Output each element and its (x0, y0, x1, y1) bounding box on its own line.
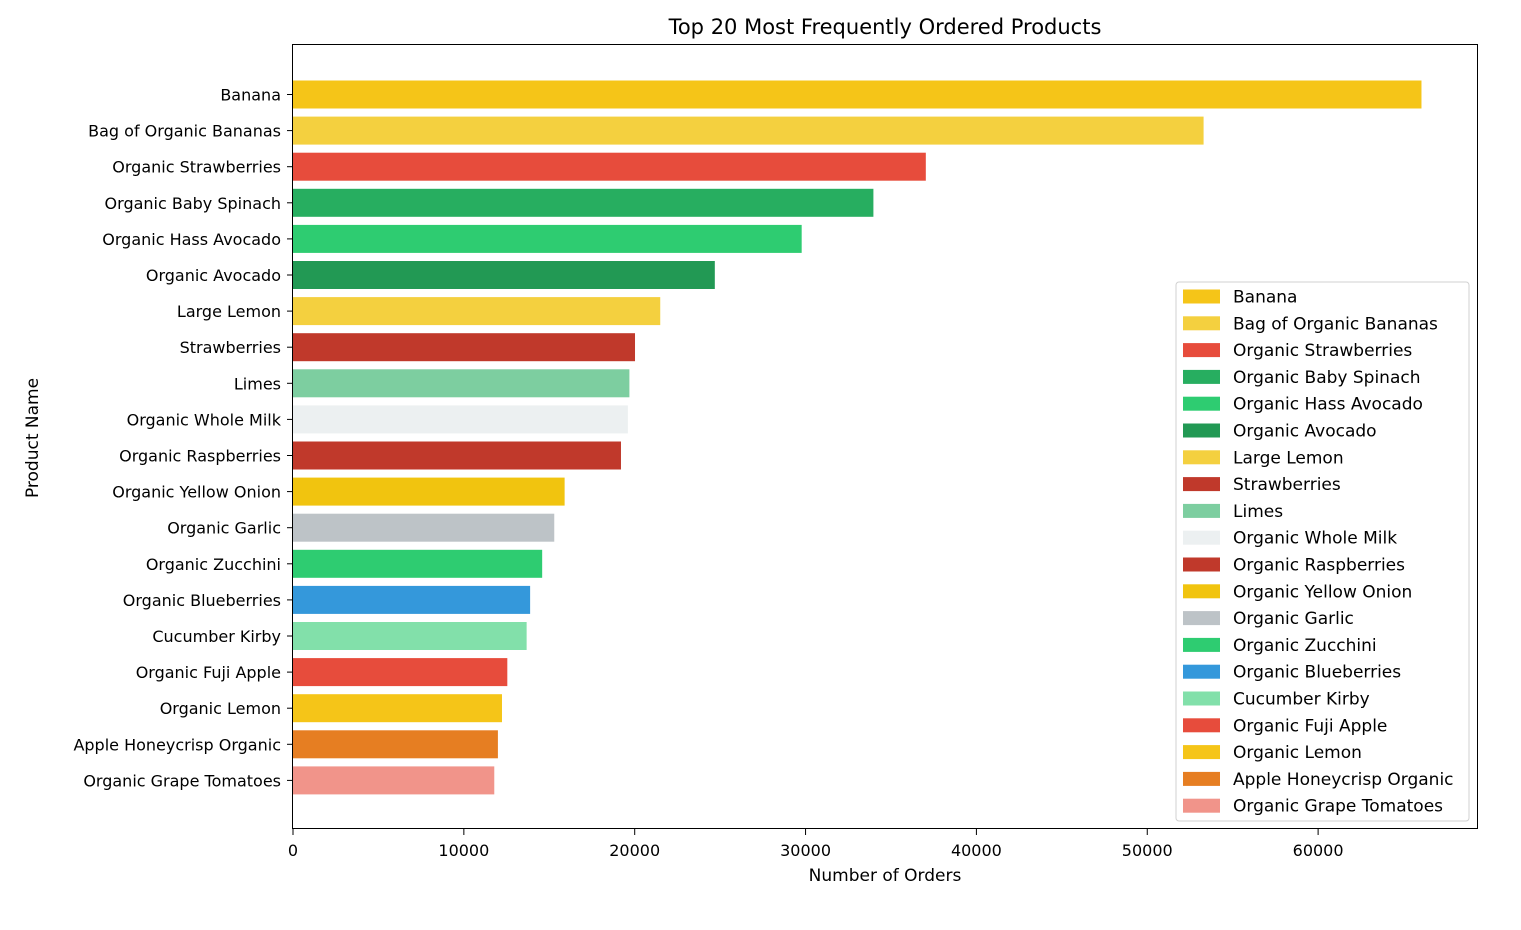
legend-entry: Organic Avocado (1233, 422, 1377, 442)
legend-entry: Organic Grape Tomatoes (1233, 797, 1443, 817)
legend-entry: Limes (1233, 502, 1283, 522)
bar (293, 152, 926, 181)
y-tick-label: Organic Whole Milk (127, 410, 282, 429)
legend-entry: Organic Yellow Onion (1233, 582, 1412, 602)
y-tick-label: Organic Grape Tomatoes (83, 771, 281, 790)
legend-entry: Organic Hass Avocado (1233, 395, 1423, 415)
x-tick-label: 40000 (951, 841, 1002, 860)
bar (293, 549, 543, 578)
legend-entry: Organic Whole Milk (1233, 529, 1397, 549)
legend-entry: Apple Honeycrisp Organic (1233, 770, 1454, 790)
legend-swatch (1183, 664, 1220, 679)
x-tick-label: 50000 (1122, 841, 1173, 860)
y-tick-label: Organic Raspberries (119, 447, 281, 466)
legend-entry: Large Lemon (1233, 448, 1344, 468)
bar (293, 369, 630, 398)
legend-swatch (1183, 450, 1220, 465)
legend-entry: Cucumber Kirby (1233, 690, 1370, 710)
x-axis-label: Number of Orders (809, 866, 962, 886)
bars-group (293, 80, 1422, 795)
bar (293, 116, 1204, 145)
legend-swatch (1183, 771, 1220, 786)
bar (293, 261, 715, 289)
x-tick-label: 30000 (780, 841, 831, 860)
x-tick-label: 0 (288, 841, 298, 860)
y-tick-label: Organic Blueberries (123, 591, 281, 610)
legend-frame (1175, 281, 1470, 822)
bar (293, 513, 555, 542)
y-tick-label: Organic Baby Spinach (105, 194, 281, 213)
y-tick-label: Organic Zucchini (146, 555, 281, 574)
chart-title: Top 20 Most Frequently Ordered Products (668, 15, 1102, 39)
legend-swatch (1183, 530, 1220, 545)
legend-swatch (1183, 611, 1220, 626)
bar (293, 333, 636, 362)
y-tick-label: Limes (234, 374, 281, 393)
bar (293, 658, 508, 687)
legend-swatch (1183, 477, 1220, 492)
legend-entry: Banana (1233, 288, 1297, 308)
y-tick-label: Organic Lemon (160, 699, 281, 718)
y-tick-label: Organic Hass Avocado (102, 230, 281, 249)
legend-entry: Organic Garlic (1233, 609, 1354, 629)
legend-entry: Organic Baby Spinach (1233, 368, 1420, 388)
legend-entry: Bag of Organic Bananas (1233, 314, 1438, 334)
y-tick-label: Bag of Organic Bananas (88, 122, 281, 141)
bar (293, 188, 874, 217)
bar (293, 441, 621, 470)
legend-entry: Organic Zucchini (1233, 636, 1377, 656)
y-tick-label: Organic Yellow Onion (112, 483, 281, 502)
bar (293, 622, 527, 650)
y-tick-label: Organic Strawberries (112, 158, 281, 177)
legend-entry: Organic Fuji Apple (1233, 716, 1387, 736)
bar (293, 405, 628, 434)
legend-swatch (1183, 316, 1220, 331)
legend-swatch (1183, 343, 1220, 358)
y-tick-label: Organic Fuji Apple (136, 663, 281, 682)
legend-swatch (1183, 637, 1220, 652)
plot-frame (292, 44, 1478, 829)
y-axis-label: Product Name (23, 378, 43, 498)
x-axis: 0 10000 20000 30000 40000 50000 60000 (288, 829, 1344, 860)
y-tick-label: Organic Avocado (146, 266, 281, 285)
x-tick-label: 10000 (438, 841, 489, 860)
legend-swatch (1183, 745, 1220, 760)
legend-swatch (1183, 289, 1220, 304)
legend-swatch (1183, 369, 1220, 384)
y-tick-label: Organic Garlic (167, 519, 281, 538)
x-tick-label: 20000 (609, 841, 660, 860)
bar (293, 585, 531, 614)
legend-swatch (1183, 584, 1220, 599)
legend-swatch (1183, 691, 1220, 706)
legend-entry: Organic Lemon (1233, 743, 1362, 763)
bar (293, 766, 495, 795)
y-tick-label: Apple Honeycrisp Organic (73, 735, 281, 754)
legend-entry: Organic Raspberries (1233, 556, 1405, 576)
bar (293, 224, 802, 253)
bar (293, 694, 502, 723)
bar (293, 80, 1422, 109)
legend-swatch (1183, 423, 1220, 438)
legend-entry: Strawberries (1233, 475, 1341, 495)
bar (293, 730, 498, 759)
y-tick-label: Large Lemon (177, 302, 281, 321)
y-tick-label: Cucumber Kirby (152, 627, 281, 646)
y-tick-label: Banana (220, 86, 281, 105)
legend-swatch (1183, 718, 1220, 733)
legend-swatch (1183, 503, 1220, 518)
legend-entry: Organic Blueberries (1233, 663, 1401, 683)
bar (293, 297, 661, 326)
bar (293, 477, 565, 506)
y-tick-label: Strawberries (180, 338, 281, 357)
x-tick-label: 60000 (1293, 841, 1344, 860)
legend-swatch (1183, 396, 1220, 411)
legend-swatch (1183, 557, 1220, 572)
legend: Banana Bag of Organic Bananas Organic Stra… (1175, 281, 1470, 822)
legend-swatch (1183, 798, 1220, 813)
legend-entry: Organic Strawberries (1233, 341, 1412, 361)
y-axis: Banana Bag of Organic Bananas Organic Stra… (73, 86, 293, 790)
